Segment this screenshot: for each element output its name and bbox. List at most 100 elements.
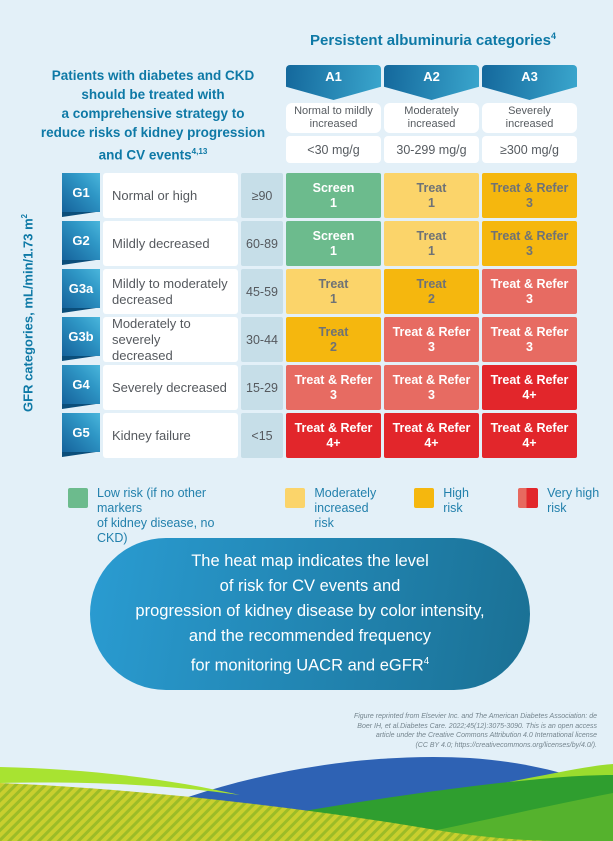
gfr-desc-g1: Normal or high — [103, 173, 238, 218]
gfr-desc-g2: Mildly decreased — [103, 221, 238, 266]
high-risk-swatch-icon — [414, 488, 435, 508]
cell-action: Treat & Refer — [294, 420, 373, 435]
striped-wave-shape — [0, 783, 560, 841]
cell-action: Treat & Refer — [490, 180, 569, 195]
cell-action: Treat — [416, 180, 447, 195]
column-banner-a1: A1 — [286, 65, 381, 100]
gfr-badge-g1: G1 — [62, 173, 100, 217]
cell-frequency: 4+ — [522, 387, 537, 402]
low-risk-swatch-icon — [68, 488, 88, 508]
figure-citation: Figure reprinted from Elsevier Inc. and … — [353, 713, 597, 749]
lime-wedge-shape — [0, 767, 240, 795]
gfr-badge-g3a: G3a — [62, 269, 100, 313]
moderate-risk-swatch-icon — [285, 488, 306, 508]
cell-frequency: 3 — [526, 195, 533, 210]
column-range-a2: 30-299 mg/g — [384, 136, 479, 163]
risk-cell-g3b-a1: Treat 2 — [286, 317, 381, 362]
cell-frequency: 3 — [428, 387, 435, 402]
risk-cell-g3a-a1: Treat 1 — [286, 269, 381, 314]
cell-frequency: 2 — [428, 291, 435, 306]
gfr-axis-superscript: 2 — [20, 214, 29, 219]
legend-item-high-risk: High risk — [414, 486, 485, 516]
legend-item-very-high-risk: Very high risk — [518, 486, 613, 516]
cell-frequency: 1 — [330, 195, 337, 210]
risk-cell-g4-a2: Treat & Refer 3 — [384, 365, 479, 410]
legend-label: Moderately increased risk — [314, 486, 377, 530]
column-range-a1: <30 mg/g — [286, 136, 381, 163]
treatment-strategy-note: Patients with diabetes and CKD should be… — [18, 66, 288, 165]
legend-label: Low risk (if no other markers of kidney … — [97, 486, 215, 545]
cell-action: Treat — [318, 276, 349, 291]
legend-item-low-risk: Low risk (if no other markers of kidney … — [68, 486, 238, 546]
legend-label: Very high risk — [547, 486, 600, 515]
cell-action: Treat — [318, 324, 349, 339]
cell-action: Treat & Refer — [490, 276, 569, 291]
cell-frequency: 1 — [330, 243, 337, 258]
cell-frequency: 3 — [526, 291, 533, 306]
cell-action: Treat — [416, 228, 447, 243]
albuminuria-categories-title: Persistent albuminuria categories4 — [283, 31, 583, 49]
risk-cell-g4-a3: Treat & Refer 4+ — [482, 365, 577, 410]
cell-action: Treat — [416, 276, 447, 291]
treatment-note-text: Patients with diabetes and CKD should be… — [40, 68, 266, 163]
cell-action: Treat & Refer — [490, 420, 569, 435]
risk-legend: Low risk (if no other markers of kidney … — [68, 486, 613, 546]
gfr-range-g3a: 45-59 — [241, 269, 283, 314]
gfr-range-g1: ≥90 — [241, 173, 283, 218]
cell-action: Treat & Refer — [392, 324, 471, 339]
cell-action: Screen — [312, 180, 355, 195]
gfr-range-g5: <15 — [241, 413, 283, 458]
column-label-a1: Normal to mildly increased — [286, 103, 381, 133]
cell-frequency: 3 — [526, 339, 533, 354]
cell-action: Screen — [312, 228, 355, 243]
column-range-a3: ≥300 mg/g — [482, 136, 577, 163]
risk-cell-g2-a3: Treat & Refer 3 — [482, 221, 577, 266]
risk-cell-g3a-a2: Treat 2 — [384, 269, 479, 314]
risk-cell-g4-a1: Treat & Refer 3 — [286, 365, 381, 410]
risk-cell-g5-a1: Treat & Refer 4+ — [286, 413, 381, 458]
risk-cell-g2-a1: Screen 1 — [286, 221, 381, 266]
gfr-range-g3b: 30-44 — [241, 317, 283, 362]
risk-cell-g5-a2: Treat & Refer 4+ — [384, 413, 479, 458]
risk-cell-g1-a3: Treat & Refer 3 — [482, 173, 577, 218]
gfr-desc-g3b: Moderately to severely decreased — [103, 316, 238, 363]
gfr-badge-g5: G5 — [62, 413, 100, 457]
column-banner-a2: A2 — [384, 65, 479, 100]
column-label-a3: Severely increased — [482, 103, 577, 133]
gfr-badge-g2: G2 — [62, 221, 100, 265]
risk-cell-g1-a1: Screen 1 — [286, 173, 381, 218]
cell-frequency: 1 — [330, 291, 337, 306]
heatmap-explanation-callout: The heat map indicates the level of risk… — [90, 538, 530, 690]
cell-action: Treat & Refer — [490, 372, 569, 387]
legend-label: High risk — [443, 486, 469, 515]
very-high-risk-swatch-icon — [518, 488, 539, 508]
cell-frequency: 4+ — [326, 435, 341, 450]
albuminuria-title-superscript: 4 — [550, 31, 556, 41]
gfr-range-g2: 60-89 — [241, 221, 283, 266]
gfr-badge-g3b: G3b — [62, 317, 100, 361]
cell-frequency: 3 — [330, 387, 337, 402]
cell-frequency: 2 — [330, 339, 337, 354]
callout-text: The heat map indicates the level of risk… — [135, 552, 485, 675]
risk-heatmap-table: A1 A2 A3 Normal to mildly increased Mode… — [62, 65, 578, 458]
cell-frequency: 3 — [526, 243, 533, 258]
cell-frequency: 3 — [428, 339, 435, 354]
gfr-axis-text: GFR categories, mL/min/1.73 m — [20, 218, 36, 412]
callout-superscript: 4 — [423, 656, 430, 668]
risk-cell-g1-a2: Treat 1 — [384, 173, 479, 218]
risk-cell-g3b-a2: Treat & Refer 3 — [384, 317, 479, 362]
gfr-range-g4: 15-29 — [241, 365, 283, 410]
risk-cell-g5-a3: Treat & Refer 4+ — [482, 413, 577, 458]
treatment-note-superscript: 4,13 — [191, 147, 208, 156]
gfr-badge-g4: G4 — [62, 365, 100, 409]
footer-wave-graphic — [0, 756, 613, 841]
albuminuria-title-text: Persistent albuminuria categories — [310, 32, 551, 49]
cell-action: Treat & Refer — [392, 372, 471, 387]
gfr-axis-label: GFR categories, mL/min/1.73 m2 — [20, 163, 40, 463]
cell-action: Treat & Refer — [392, 420, 471, 435]
column-label-a2: Moderately increased — [384, 103, 479, 133]
gfr-desc-g5: Kidney failure — [103, 413, 238, 458]
column-banner-a3: A3 — [482, 65, 577, 100]
cell-action: Treat & Refer — [294, 372, 373, 387]
